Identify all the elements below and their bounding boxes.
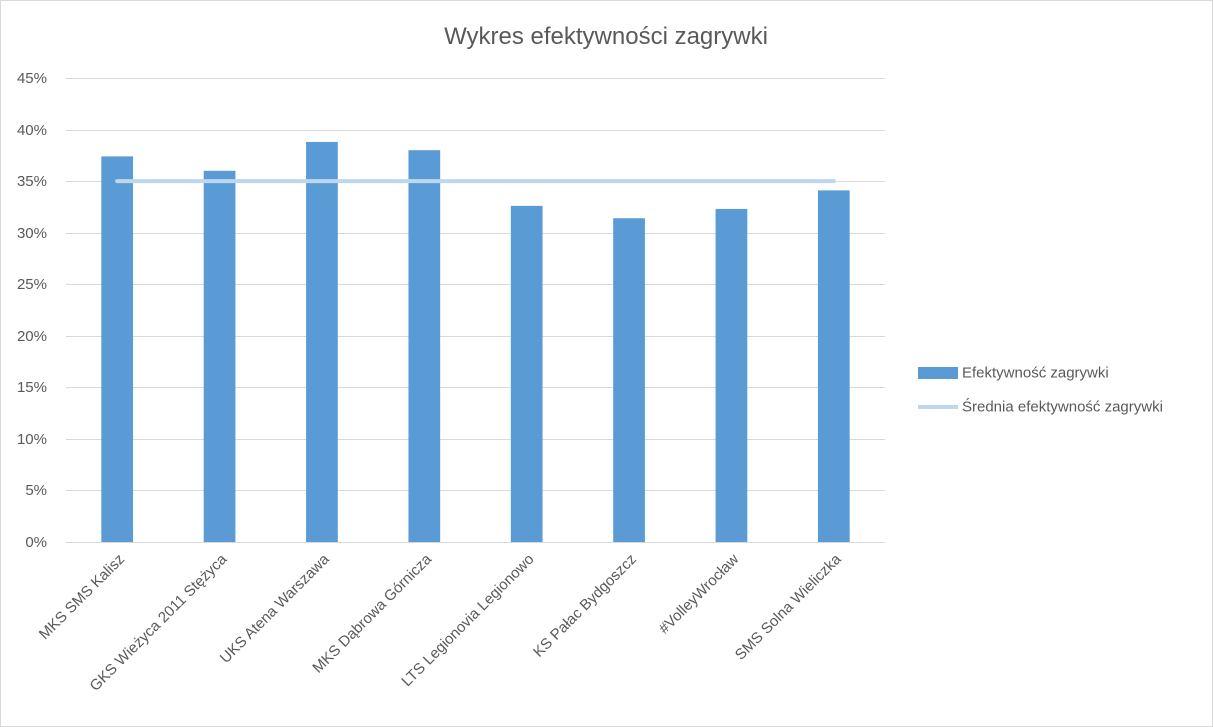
chart-title: Wykres efektywności zagrywki: [444, 23, 768, 50]
legend-entry-bar: Efektywność zagrywki: [918, 365, 1109, 382]
legend-label-line: Średnia efektywność zagrywki: [962, 398, 1163, 416]
y-axis-labels: 0% 5% 10% 15% 20% 25% 30% 35% 40% 45%: [17, 70, 47, 551]
bar: [101, 156, 134, 542]
y-tick-label: 10%: [17, 431, 47, 448]
bar: [203, 170, 236, 543]
gridlines: [66, 78, 885, 543]
y-tick-label: 5%: [25, 482, 47, 499]
legend-entry-line: Średnia efektywność zagrywki: [918, 398, 1163, 416]
y-tick-label: 30%: [17, 225, 47, 242]
y-tick-label: 0%: [25, 534, 47, 551]
y-tick-label: 20%: [17, 328, 47, 345]
y-tick-label: 25%: [17, 276, 47, 293]
bar-series: [101, 141, 850, 543]
y-tick-label: 15%: [17, 379, 47, 396]
bar: [306, 141, 338, 542]
y-tick-label: 45%: [17, 70, 47, 87]
legend: Efektywność zagrywki Średnia efektywność…: [918, 365, 1163, 416]
bar: [613, 218, 645, 542]
y-tick-label: 40%: [17, 122, 47, 139]
y-tick-label: 35%: [17, 173, 47, 190]
bar: [715, 208, 748, 542]
bar: [817, 190, 850, 542]
legend-label-bar: Efektywność zagrywki: [962, 365, 1109, 382]
legend-swatch-bar: [918, 367, 958, 379]
bar: [510, 205, 543, 542]
bar: [408, 150, 441, 542]
